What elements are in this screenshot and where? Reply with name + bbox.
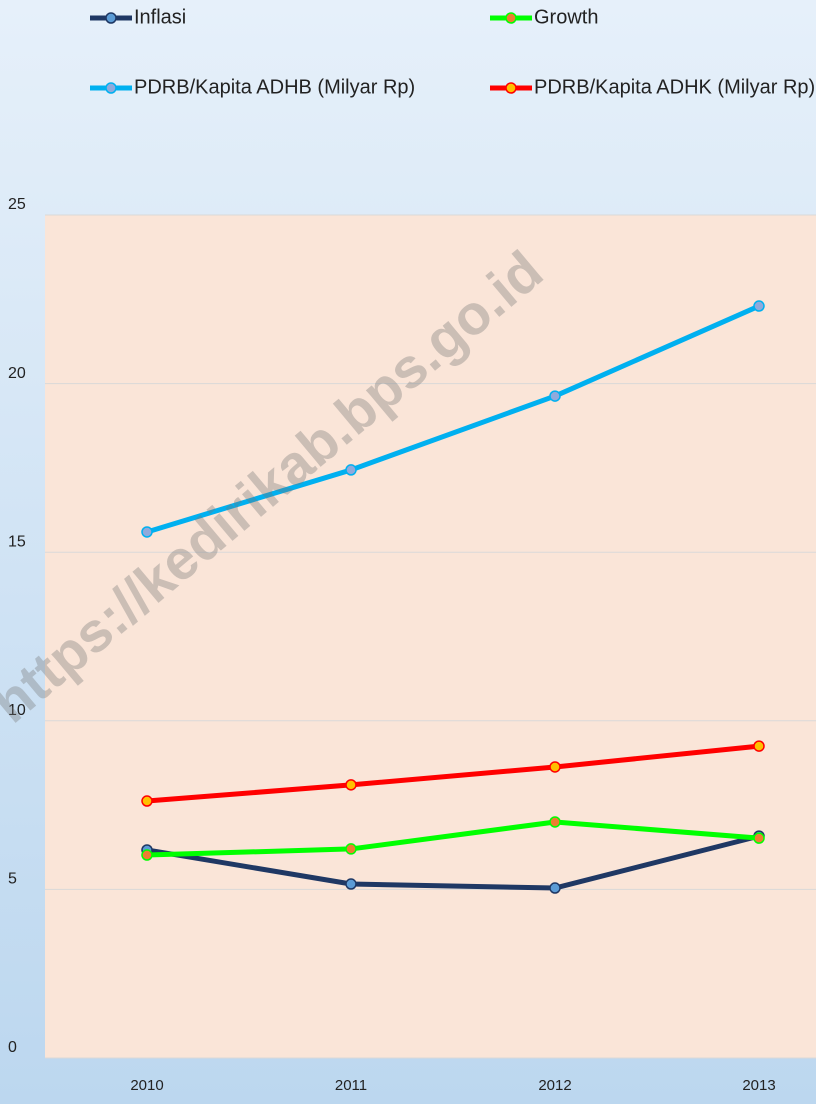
legend-marker	[505, 12, 517, 24]
series-line	[146, 833, 760, 891]
legend-label: PDRB/Kapita ADHB (Milyar Rp)	[134, 76, 415, 98]
legend-marker	[505, 82, 517, 94]
marker	[345, 779, 357, 791]
x-tick-label: 2012	[538, 1077, 571, 1094]
marker	[345, 878, 357, 890]
marker	[141, 526, 153, 538]
series-line	[146, 819, 760, 858]
legend-label: Inflasi	[134, 6, 186, 28]
x-tick-label: 2010	[130, 1077, 163, 1094]
y-tick-label: 15	[8, 533, 26, 550]
y-tick-label: 25	[8, 196, 26, 213]
series-line	[146, 303, 761, 535]
marker	[549, 816, 561, 828]
marker	[141, 849, 153, 861]
marker	[753, 740, 765, 752]
marker	[345, 843, 357, 855]
y-tick-label: 10	[8, 702, 26, 719]
legend-marker	[105, 12, 117, 24]
marker	[549, 761, 561, 773]
plot-area	[45, 215, 816, 1058]
marker	[549, 390, 561, 402]
x-tick-label: 2013	[742, 1077, 775, 1094]
marker	[141, 795, 153, 807]
marker	[753, 832, 765, 844]
legend-label: PDRB/Kapita ADHK (Milyar Rp)	[534, 76, 815, 98]
x-tick-label: 2011	[335, 1077, 367, 1094]
legend-marker	[105, 82, 117, 94]
marker	[345, 464, 357, 476]
y-tick-label: 20	[8, 365, 26, 382]
marker	[549, 882, 561, 894]
y-tick-label: 0	[8, 1039, 17, 1056]
marker	[753, 300, 765, 312]
y-tick-label: 5	[8, 871, 17, 888]
series-line	[146, 743, 760, 804]
legend-label: Growth	[534, 6, 598, 28]
